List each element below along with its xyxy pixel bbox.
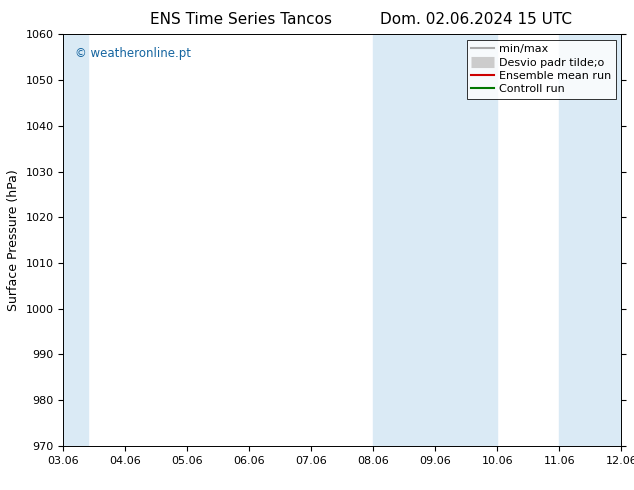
Bar — [559, 34, 621, 446]
Text: © weatheronline.pt: © weatheronline.pt — [75, 47, 191, 60]
Text: ENS Time Series Tancos: ENS Time Series Tancos — [150, 12, 332, 27]
Bar — [373, 34, 497, 446]
Legend: min/max, Desvio padr tilde;o, Ensemble mean run, Controll run: min/max, Desvio padr tilde;o, Ensemble m… — [467, 40, 616, 99]
Y-axis label: Surface Pressure (hPa): Surface Pressure (hPa) — [7, 169, 20, 311]
Bar — [63, 34, 88, 446]
Text: Dom. 02.06.2024 15 UTC: Dom. 02.06.2024 15 UTC — [380, 12, 571, 27]
